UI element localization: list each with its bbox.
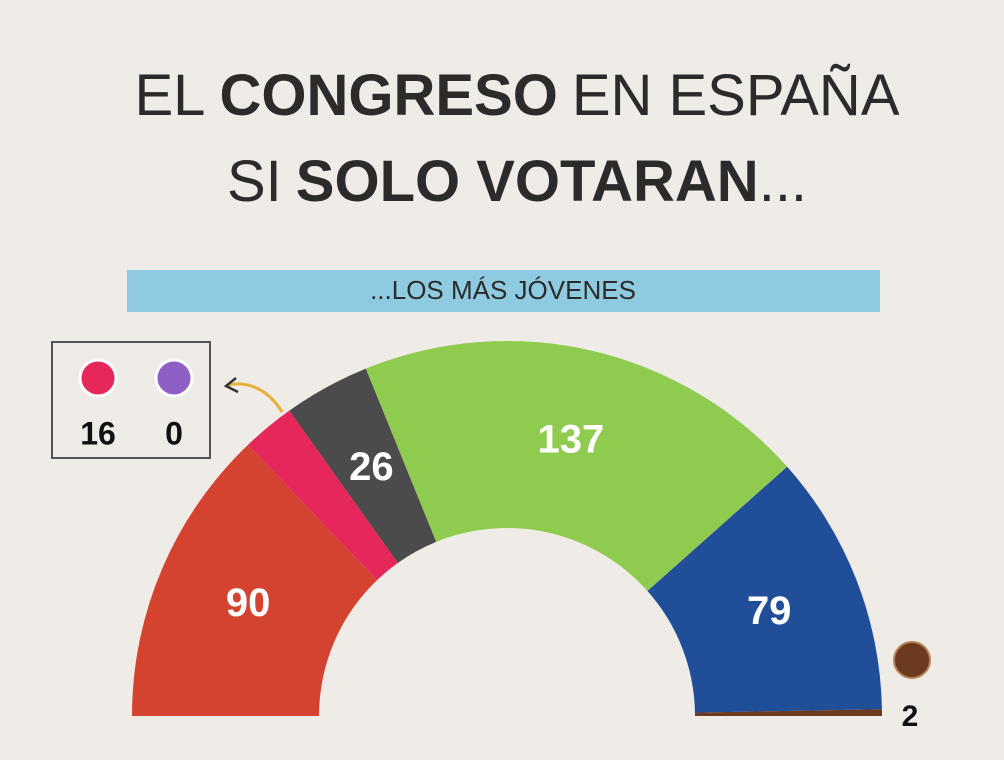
seat-segment (289, 368, 437, 563)
legend-box (51, 341, 211, 459)
title-part: EL (134, 63, 205, 128)
seat-segment (694, 709, 882, 716)
party-icon (893, 641, 931, 679)
party-icon (78, 358, 118, 398)
seat-label: 16 (80, 415, 116, 451)
seat-label: 0 (165, 415, 183, 451)
arrow-head (223, 377, 239, 394)
subtitle: ...LOS MÁS JÓVENES (370, 275, 636, 305)
party-icon (154, 358, 194, 398)
seat-label: 137 (537, 417, 604, 461)
seat-label: 79 (747, 589, 792, 633)
title-line: EL CONGRESO EN ESPAÑA (134, 63, 899, 128)
title-part: SOLO VOTARAN (296, 149, 759, 214)
seat-segment (132, 444, 378, 716)
title-part: CONGRESO (219, 63, 557, 128)
seat-segment (247, 410, 398, 581)
title-part: SI (227, 149, 282, 214)
arrow (227, 382, 284, 413)
seat-label: 90 (226, 581, 271, 625)
seat-label: 2 (902, 700, 919, 733)
subtitle-bar (127, 270, 880, 312)
title-part: ... (759, 149, 807, 214)
seat-segment (365, 341, 788, 592)
title-line: SI SOLO VOTARAN... (227, 149, 807, 214)
seat-segment (647, 466, 882, 713)
seat-label: 26 (349, 445, 394, 489)
title-part: EN ESPAÑA (572, 63, 900, 128)
